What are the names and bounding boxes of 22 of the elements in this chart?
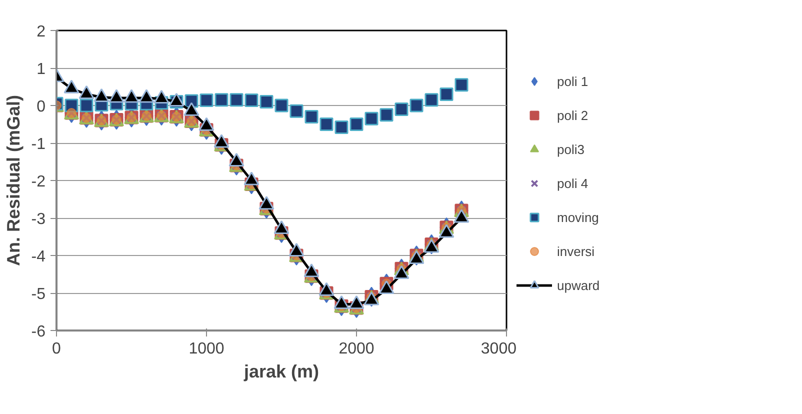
- legend-label: inversi: [557, 244, 595, 258]
- x-axis-title: jarak (m): [242, 362, 320, 382]
- legend-label: poli 4: [557, 176, 588, 190]
- y-tick-label: 2: [36, 24, 46, 40]
- y-tick-label: -2: [31, 174, 46, 190]
- y-tick-label: -5: [31, 286, 46, 303]
- y-tick-label: -6: [31, 324, 46, 340]
- x-tick-label: 1000: [188, 340, 224, 358]
- y-tick-label: -4: [31, 248, 46, 266]
- x-tick-label: 3000: [480, 340, 517, 358]
- y-tick-label: -3: [31, 211, 46, 228]
- legend-label: moving: [557, 210, 599, 224]
- y-axis-title: An. Residual (mGal): [3, 94, 24, 266]
- x-tick-label: 0: [52, 340, 62, 358]
- x-tick-label: 2000: [338, 340, 374, 358]
- y-tick-label: -1: [31, 136, 46, 153]
- legend-label: poli 1: [557, 74, 588, 88]
- legend-label: poli3: [557, 142, 584, 156]
- y-tick-label: 0: [36, 98, 46, 116]
- legend-label: poli 2: [557, 108, 588, 122]
- legend-label: upward: [557, 278, 600, 292]
- y-tick-label: 1: [36, 61, 46, 78]
